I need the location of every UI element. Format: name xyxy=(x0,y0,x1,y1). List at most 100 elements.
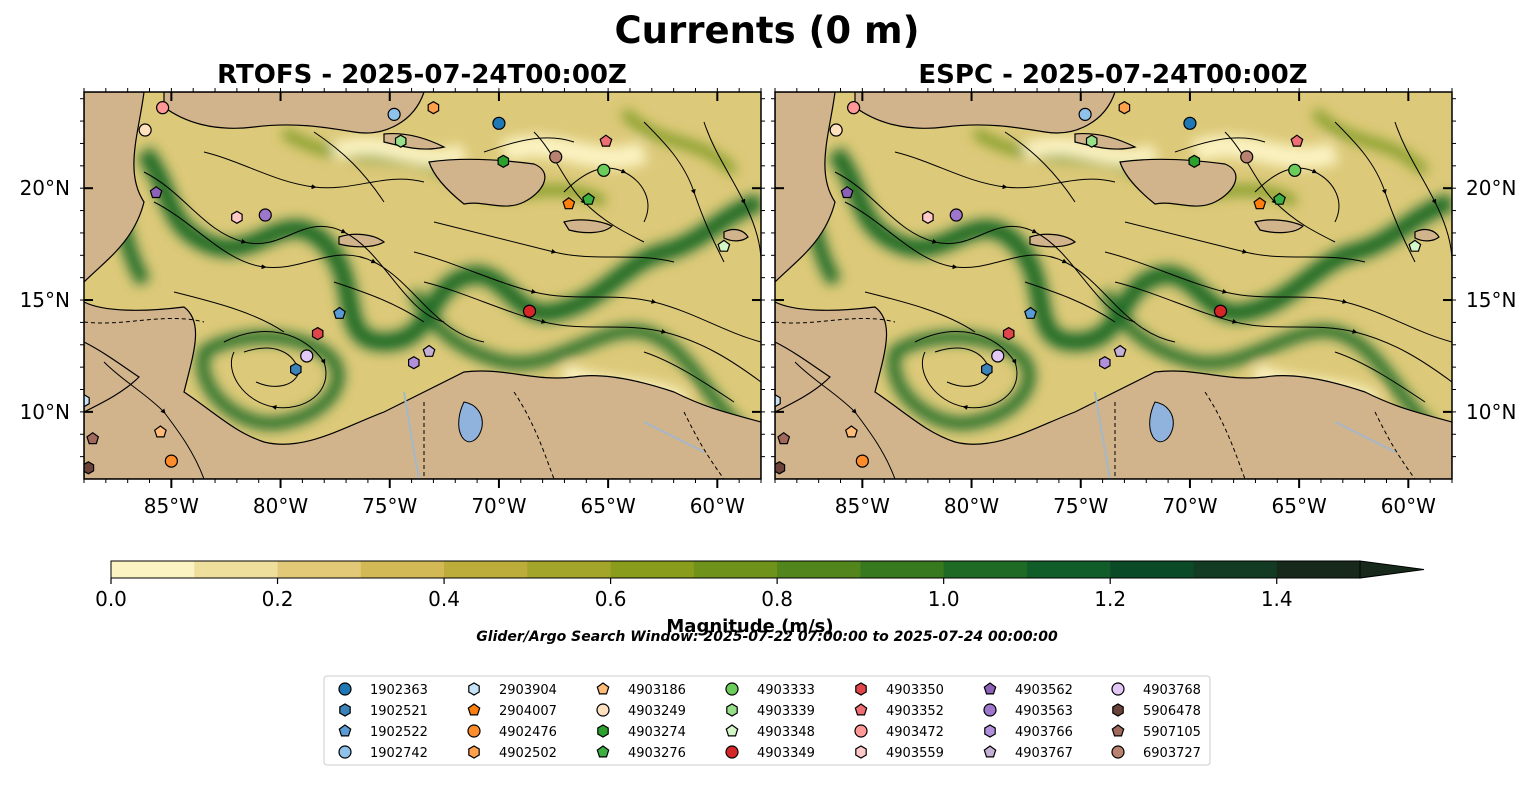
colorbar-segment xyxy=(111,561,195,578)
float-marker-5906478 xyxy=(775,461,786,475)
float-marker-4903562 xyxy=(149,185,163,199)
rivers xyxy=(403,391,705,479)
colorbar-segment xyxy=(610,561,695,578)
legend-entry-4903563: 4903563 xyxy=(983,703,1073,719)
legend-marker-2904007 xyxy=(467,703,481,716)
float-marker-4903563 xyxy=(949,208,963,222)
legend-marker-1902742 xyxy=(338,745,352,759)
lat-tick-label: 15°N xyxy=(1466,288,1516,312)
colorbar-segment xyxy=(444,561,528,578)
frame-ticks xyxy=(80,88,765,488)
float-marker-1902742 xyxy=(1078,107,1092,121)
colorbar-tick-label: 0.8 xyxy=(761,587,793,611)
float-marker-4902476 xyxy=(164,454,178,468)
colorbar-extend-arrow xyxy=(1359,560,1425,579)
lon-tick-label: 80°W xyxy=(944,494,999,518)
colorbar-label: Magnitude (m/s) xyxy=(666,616,833,637)
legend-entry-4903472: 4903472 xyxy=(854,724,944,740)
lat-tick-label: 20°N xyxy=(1466,176,1516,200)
legend-label: 1902742 xyxy=(370,746,428,761)
colorbar-frame xyxy=(110,560,1361,579)
float-marker-1902742 xyxy=(387,107,401,121)
colorbar-segment xyxy=(693,561,778,578)
legend-label: 4903563 xyxy=(1015,704,1073,719)
float-marker-4903339 xyxy=(394,134,407,148)
legend-entry-4903249: 4903249 xyxy=(596,703,686,719)
map-frame xyxy=(83,91,762,480)
colorbar-segment xyxy=(527,561,612,578)
colorbar-segment xyxy=(1110,561,1194,578)
float-markers xyxy=(775,101,1422,475)
legend-entry-4903339: 4903339 xyxy=(726,703,815,719)
streamlines xyxy=(794,121,1452,479)
legend-label: 4903349 xyxy=(757,746,815,761)
float-marker-1902363 xyxy=(1183,116,1197,130)
legend-label: 4903766 xyxy=(1015,725,1073,740)
float-marker-4903186 xyxy=(153,425,167,438)
float-marker-2903904 xyxy=(84,394,90,408)
legend-marker-4903348 xyxy=(725,724,739,737)
colorbar-tick-label: 1.0 xyxy=(928,587,960,611)
legend-label: 4903767 xyxy=(1015,746,1073,761)
legend-label: 4903333 xyxy=(757,683,815,698)
float-marker-4903559 xyxy=(922,210,934,224)
legend-label: 2903904 xyxy=(499,683,557,698)
colorbar-tick-label: 0.0 xyxy=(95,587,127,611)
float-marker-4903767 xyxy=(1113,344,1127,357)
legend-label: 4902476 xyxy=(499,725,557,740)
map-area xyxy=(84,92,761,479)
legend-marker-4903186 xyxy=(596,682,610,695)
legend-marker-4902502 xyxy=(468,745,480,759)
panel-rtofs: 85°W 80°W 75°W 70°W 65°W 60°W 20°N 15°N 10°N xyxy=(20,88,765,518)
frame-ticks xyxy=(771,88,1456,488)
legend-marker-4903559 xyxy=(855,745,867,759)
float-marker-4903333 xyxy=(1288,163,1302,177)
float-marker-4902476 xyxy=(855,454,869,468)
panel-title-rtofs: RTOFS - 2025-07-24T00:00Z xyxy=(217,60,627,90)
legend-label: 6903727 xyxy=(1143,746,1201,761)
colorbar-tick-label: 1.4 xyxy=(1261,587,1293,611)
legend-marker-1902521 xyxy=(339,703,351,717)
search-window-caption: Glider/Argo Search Window: 2025-07-22 07… xyxy=(476,629,1058,645)
float-marker-4903348 xyxy=(717,239,731,252)
float-marker-4902502 xyxy=(1118,101,1131,115)
float-marker-4903766 xyxy=(1099,356,1111,370)
legend-marker-4903274 xyxy=(597,724,609,738)
float-marker-4903339 xyxy=(1085,134,1098,148)
legend-marker-4902476 xyxy=(467,724,481,738)
legend-entry-4903562: 4903562 xyxy=(983,682,1073,698)
land xyxy=(84,92,761,479)
colorbar-segment xyxy=(1193,561,1278,578)
legend-entry-4903767: 4903767 xyxy=(983,745,1073,761)
legend-label: 2904007 xyxy=(499,704,557,719)
legend-entry-6903727: 6903727 xyxy=(1111,745,1201,761)
map-area xyxy=(775,92,1452,479)
float-marker-4903562 xyxy=(840,185,854,199)
legend-entry-4903352: 4903352 xyxy=(854,703,944,719)
float-marker-5907105 xyxy=(777,431,791,445)
legend-label: 4903562 xyxy=(1015,683,1073,698)
colorbar-segment xyxy=(1026,561,1111,578)
float-marker-4903350 xyxy=(1002,326,1015,341)
legend-entry-2903904: 2903904 xyxy=(468,682,557,698)
borders xyxy=(775,317,1416,479)
float-marker-4903352 xyxy=(1290,134,1304,147)
legend-label: 4903186 xyxy=(628,683,686,698)
float-marker-5906478 xyxy=(84,461,95,475)
float-marker-2904007 xyxy=(562,197,576,210)
lon-tick-label: 70°W xyxy=(1162,494,1217,518)
lon-tick-label: 60°W xyxy=(1381,494,1436,518)
colorbar-tick-label: 0.4 xyxy=(428,587,460,611)
colorbar-tick-label: 0.6 xyxy=(595,587,627,611)
legend-entry-1902742: 1902742 xyxy=(338,745,428,761)
float-markers xyxy=(84,101,731,475)
float-marker-1902521 xyxy=(290,362,302,377)
float-marker-6903727 xyxy=(549,150,563,164)
legend-entry-2904007: 2904007 xyxy=(467,703,557,719)
legend-label: 4903339 xyxy=(757,704,815,719)
legend-entry-4903766: 4903766 xyxy=(984,724,1073,740)
float-marker-4903352 xyxy=(599,134,613,147)
lon-tick-label: 75°W xyxy=(362,494,417,518)
float-marker-1902521 xyxy=(981,362,993,377)
rivers xyxy=(1094,391,1396,479)
